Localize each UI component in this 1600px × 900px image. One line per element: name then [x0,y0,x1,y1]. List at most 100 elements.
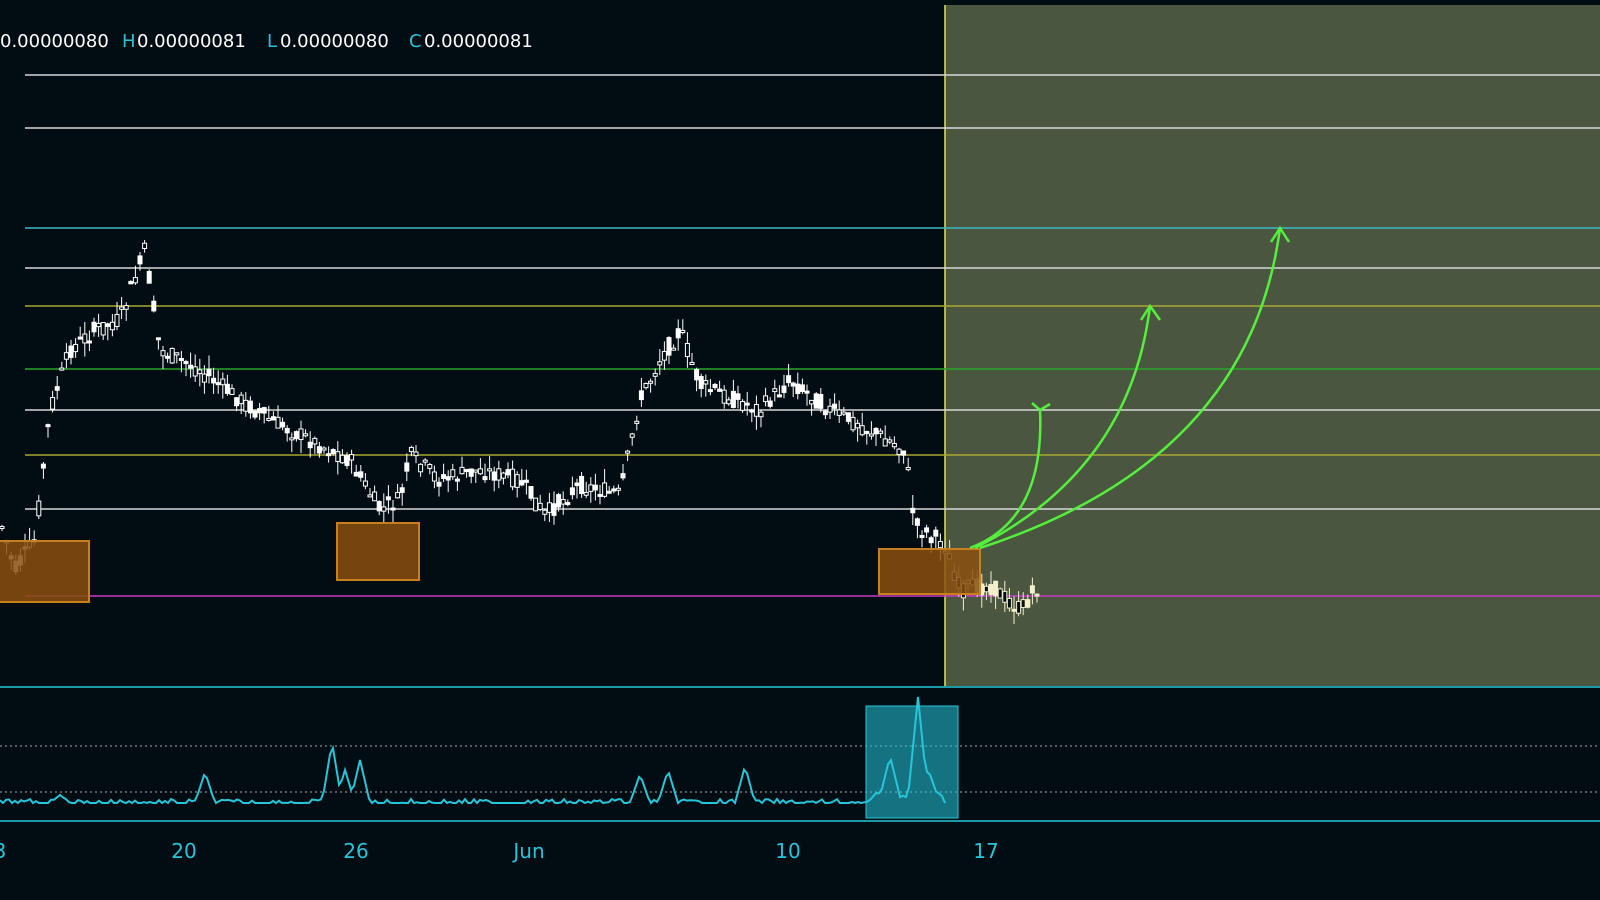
candle-body [91,321,97,333]
candle-body [450,469,456,478]
candle-body [206,368,212,377]
candle-body [307,441,313,449]
candle-body [404,462,410,472]
candle-body [339,454,345,464]
candle-body [372,491,378,502]
candle-body [243,399,249,412]
candle-body [344,455,350,466]
candle-body [933,529,939,537]
candle-body [542,509,548,515]
candle-body [988,584,994,596]
support-box [878,548,981,595]
candle-body [266,417,272,421]
candle-body [753,403,759,417]
candle-body [505,469,511,476]
candle-body [109,321,115,331]
candle-body [119,306,125,310]
arrow-head [1139,303,1162,321]
candle-body [592,484,598,491]
candle-body [413,451,419,457]
support-box [0,540,90,603]
candle-body [855,422,861,429]
candle-body [882,438,888,447]
indicator-line [0,696,946,806]
candle-body [786,375,792,384]
candle-body [579,475,585,494]
candle-body [795,383,801,394]
x-tick-label: 20 [171,839,196,863]
candle-body [367,494,373,498]
candle-body [436,481,442,487]
candle-body [928,537,934,544]
candle-body [813,393,819,409]
candle-body [919,534,925,538]
candle-body [215,382,221,386]
candle-body [1025,599,1031,608]
candle-body [905,466,911,471]
candle-body [473,469,479,473]
candle-body [54,386,60,391]
candle-body [707,389,713,393]
candle-body [924,527,930,533]
candle-body [293,431,299,440]
candle-body [445,476,451,481]
candle-body [569,487,575,496]
candle-body [864,431,870,435]
candle-body [395,492,401,499]
candle-body [142,242,148,250]
candle-body [40,463,46,469]
candle-body [519,480,525,486]
candle-body [298,428,304,441]
candle-body [859,425,865,436]
candle-body [289,437,295,441]
candle-body [82,333,88,344]
candle-body [36,500,42,517]
candle-body [321,447,327,451]
candle-body [123,305,129,310]
candle-body [528,486,534,499]
candle-body [238,394,244,405]
legend-key: L [267,31,277,52]
candle-body [399,487,405,493]
levels [25,74,1600,597]
time-axis: 3 20 26 Jun 10 17 [0,839,999,863]
legend-key: C [409,31,422,52]
arrow-head [1031,402,1051,412]
candle-body [832,403,838,409]
candle-body [385,496,391,501]
candle-body [611,488,617,492]
candle-body [477,468,483,475]
candle-body [128,280,134,285]
candle-body [634,420,640,424]
candle-body [45,424,51,428]
candle-body [454,478,460,482]
candle-body [482,476,488,481]
candle-body [845,412,851,422]
candle-body [993,580,999,597]
candle-body [841,411,847,415]
candle-body [63,352,69,360]
candle-body [583,491,589,496]
candle-body [606,490,612,494]
x-tick-label: 3 [0,839,6,863]
candle-body [197,369,203,375]
legend-low: 0.00000080 [280,31,389,52]
candle-body [799,384,805,393]
candle-body [661,351,667,361]
candle-body [280,421,286,428]
candle-body [638,390,644,401]
candle-body [763,395,769,403]
candle-body [169,347,175,364]
candle-body [648,380,654,384]
candle-body [330,449,336,455]
legend-open: 0.00000080 [0,31,109,52]
candle-body [537,502,543,510]
candle-body [546,502,552,513]
candle-body [188,364,194,369]
candle-body [740,400,746,411]
candle-body [353,471,359,477]
candle-body [887,439,893,443]
arrow [974,305,1152,550]
candle-body [275,416,281,429]
